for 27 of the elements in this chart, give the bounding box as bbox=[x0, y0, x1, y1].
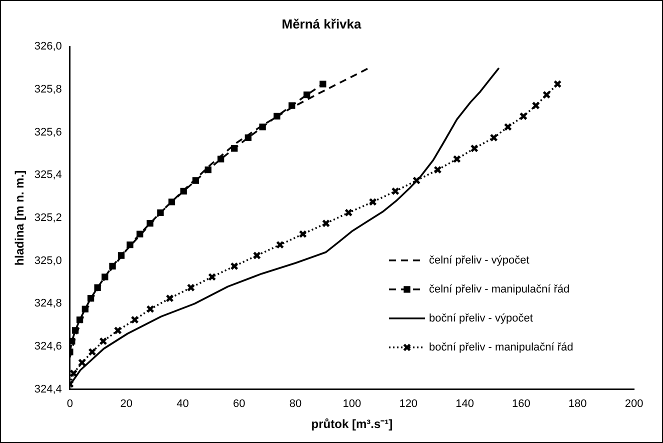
chart-title: Měrná křivka bbox=[282, 16, 362, 32]
y-tick-label: 324,8 bbox=[34, 298, 62, 310]
y-tick-label: 325,6 bbox=[34, 126, 62, 138]
x-tick-label: 200 bbox=[624, 398, 644, 410]
x-tick-label: 20 bbox=[120, 398, 132, 410]
x-tick-label: 160 bbox=[512, 398, 530, 410]
x-axis-title: průtok [m³.s⁻¹] bbox=[311, 417, 393, 432]
x-tick-label: 120 bbox=[399, 398, 418, 410]
x-tick-label: 0 bbox=[66, 398, 73, 410]
y-tick-label: 325,8 bbox=[34, 83, 62, 96]
y-tick-label: 324,6 bbox=[34, 340, 62, 353]
y-tick-label: 325,0 bbox=[34, 254, 62, 267]
legend-label: boční přeliv - výpočet bbox=[429, 312, 533, 324]
x-tick-label: 180 bbox=[568, 398, 587, 410]
y-tick-label: 324,4 bbox=[34, 383, 62, 396]
x-tick-label: 80 bbox=[289, 398, 302, 410]
y-tick-label: 325,4 bbox=[34, 169, 62, 182]
x-tick-label: 40 bbox=[176, 398, 189, 410]
legend-label: čelní přeliv - výpočet bbox=[429, 254, 530, 266]
legend-label: čelní přeliv - manipulační řád bbox=[429, 283, 570, 296]
x-tick-label: 140 bbox=[456, 398, 474, 410]
legend-label: boční přeliv - manipulační řád bbox=[429, 341, 574, 354]
y-tick-label: 326,0 bbox=[34, 40, 62, 53]
y-axis-title: hladina [m n. m.] bbox=[12, 170, 27, 266]
x-tick-label: 100 bbox=[342, 398, 362, 410]
y-tick-label: 325,2 bbox=[34, 212, 62, 224]
x-tick-label: 60 bbox=[233, 398, 246, 410]
